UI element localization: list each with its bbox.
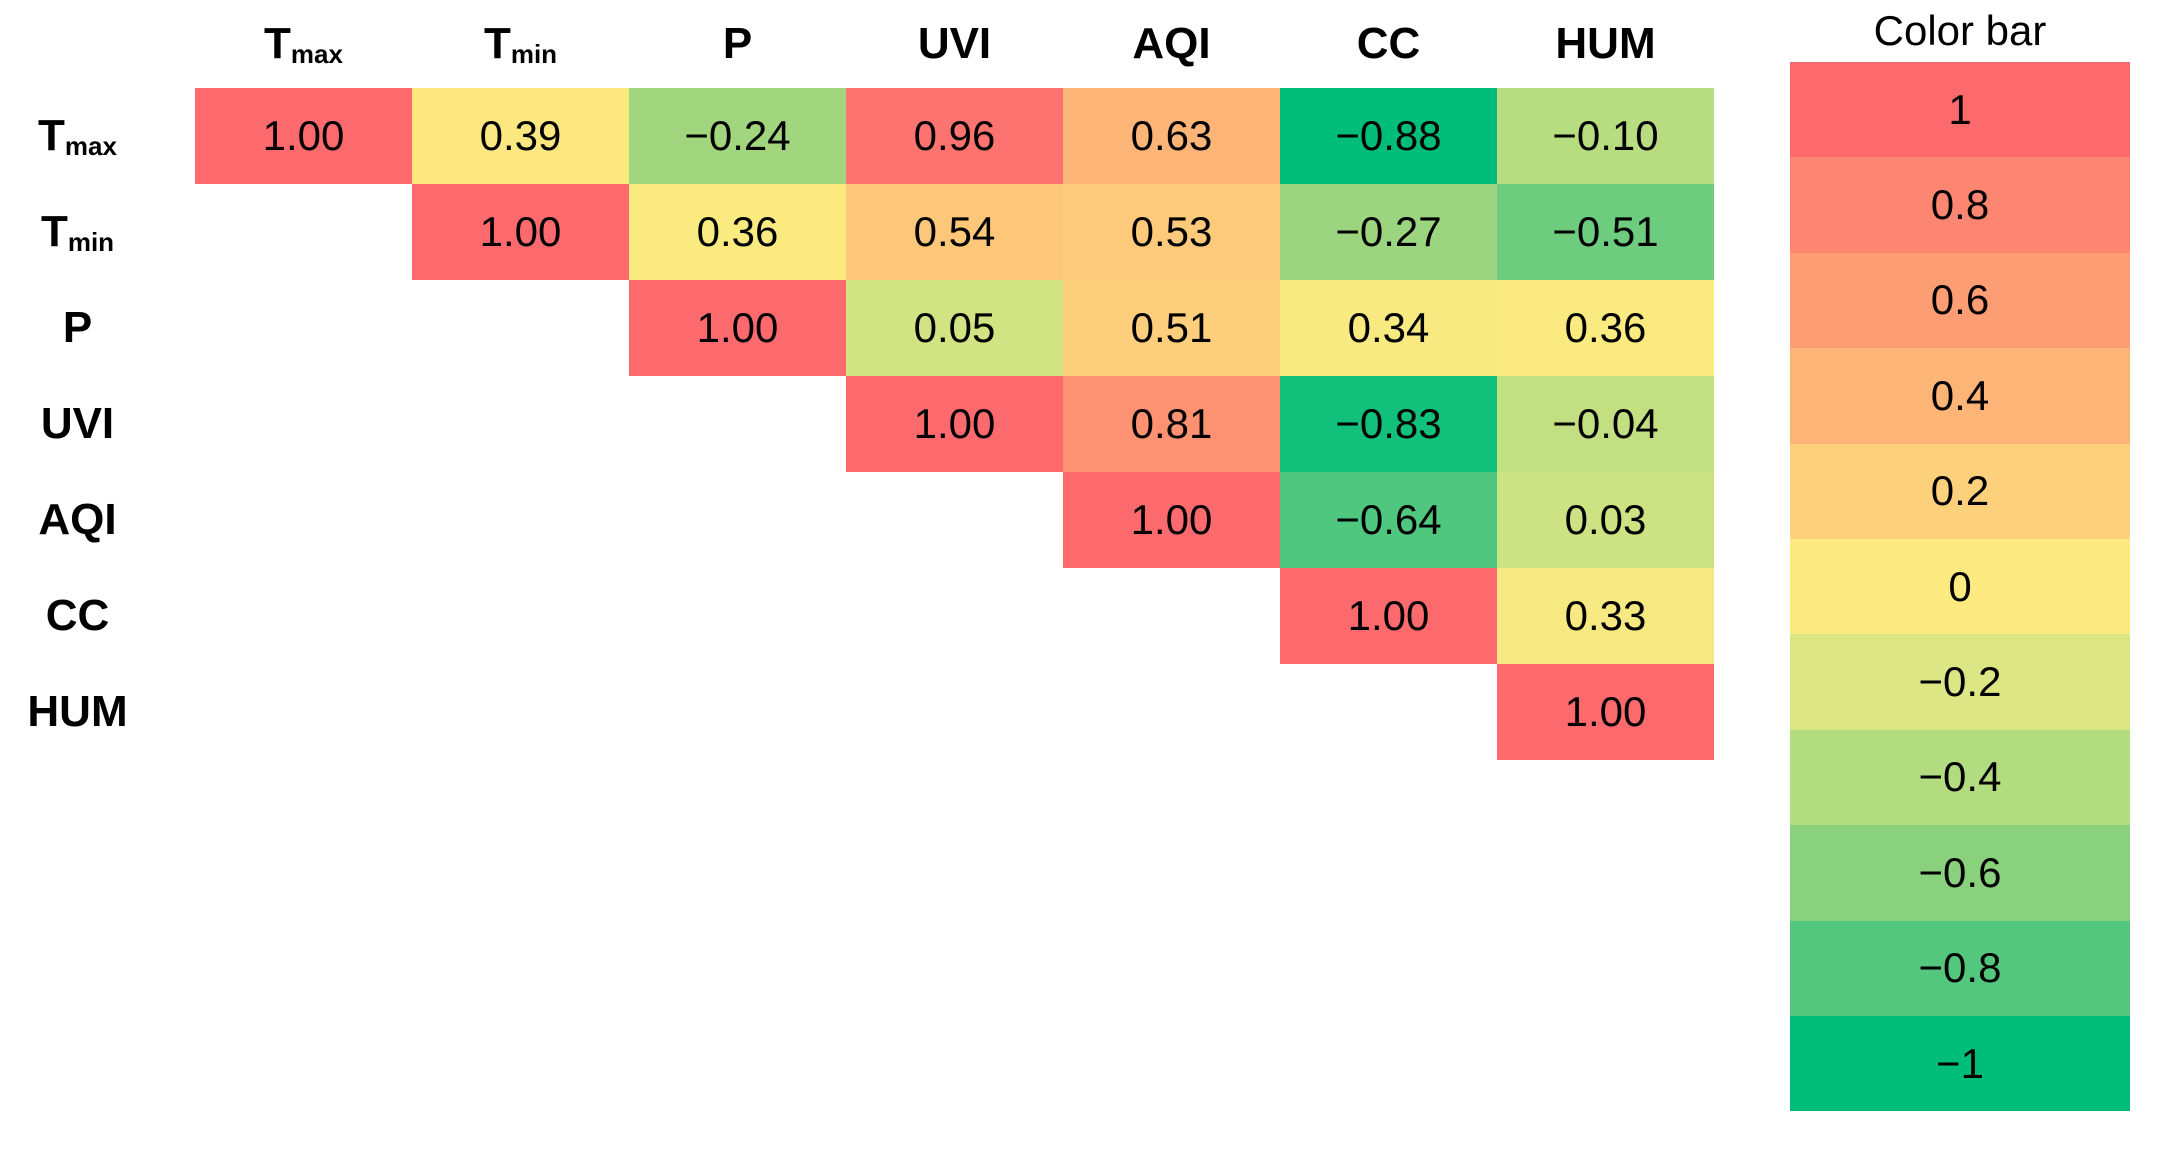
matrix-cell: 0.63: [1063, 88, 1280, 184]
empty-cell: [629, 376, 846, 472]
empty-cell: [195, 280, 412, 376]
matrix-cell: 1.00: [1063, 472, 1280, 568]
colorbar-title: Color bar: [1873, 7, 2047, 54]
empty-cell: [195, 184, 412, 280]
matrix-cell: 0.53: [1063, 184, 1280, 280]
matrix-cell: 0.51: [1063, 280, 1280, 376]
empty-cell: [412, 664, 629, 760]
row-label: CC: [45, 591, 110, 640]
matrix-cell: −0.04: [1497, 376, 1714, 472]
matrix-cell: −0.64: [1280, 472, 1497, 568]
colorbar-segment: −1: [1790, 1015, 2130, 1112]
matrix-cell: 1.00: [412, 184, 629, 280]
colorbar-segment: −0.6: [1790, 825, 2130, 921]
matrix-cell: −0.10: [1497, 88, 1714, 184]
colorbar-segment: 0: [1790, 538, 2130, 635]
column-header: AQI: [1132, 19, 1211, 68]
colorbar: Color bar 1 0.8 0.6 0.4 0.2 0 −0.2 −0.4 −0.6 −0.8…: [1790, 0, 2130, 1112]
colorbar-scale: 1 0.8 0.6 0.4 0.2 0 −0.2 −0.4 −0.6 −0.8 −1: [1790, 62, 2130, 1112]
colorbar-segment: 0.2: [1790, 443, 2130, 539]
matrix-cell: 0.36: [1497, 280, 1714, 376]
matrix-cell: 1.00: [1497, 664, 1714, 760]
matrix-cell: 0.96: [846, 88, 1063, 184]
row-label: AQI: [38, 495, 117, 544]
empty-cell: [1063, 568, 1280, 664]
matrix-cell: 0.33: [1497, 568, 1714, 664]
row-label: P: [62, 303, 93, 352]
corner-spacer: [0, 0, 195, 88]
matrix-cell: 0.36: [629, 184, 846, 280]
colorbar-segment: −0.4: [1790, 729, 2130, 826]
colorbar-segment: 0.8: [1790, 157, 2130, 253]
empty-cell: [846, 568, 1063, 664]
empty-cell: [412, 280, 629, 376]
empty-cell: [195, 376, 412, 472]
empty-cell: [846, 664, 1063, 760]
matrix-cell: −0.88: [1280, 88, 1497, 184]
matrix-cell: −0.27: [1280, 184, 1497, 280]
colorbar-segment: 0.6: [1790, 252, 2130, 349]
empty-cell: [412, 568, 629, 664]
matrix-cell: 1.00: [195, 88, 412, 184]
matrix-cell: 0.54: [846, 184, 1063, 280]
matrix-cell: 0.03: [1497, 472, 1714, 568]
matrix-cell: −0.51: [1497, 184, 1714, 280]
empty-cell: [846, 472, 1063, 568]
matrix-cell: 1.00: [629, 280, 846, 376]
matrix-cell: 0.39: [412, 88, 629, 184]
empty-cell: [629, 472, 846, 568]
column-header: HUM: [1555, 19, 1656, 68]
colorbar-segment: 1: [1790, 62, 2130, 158]
matrix-cell: 0.81: [1063, 376, 1280, 472]
empty-cell: [195, 568, 412, 664]
colorbar-segment: −0.2: [1790, 634, 2130, 730]
colorbar-segment: −0.8: [1790, 920, 2130, 1016]
row-label: UVI: [40, 399, 115, 448]
empty-cell: [412, 472, 629, 568]
empty-cell: [629, 664, 846, 760]
empty-cell: [195, 472, 412, 568]
empty-cell: [412, 376, 629, 472]
column-header: CC: [1356, 19, 1421, 68]
empty-cell: [629, 568, 846, 664]
empty-cell: [1280, 664, 1497, 760]
matrix-cell: 1.00: [1280, 568, 1497, 664]
matrix-cell: −0.83: [1280, 376, 1497, 472]
matrix-cell: 1.00: [846, 376, 1063, 472]
empty-cell: [1063, 664, 1280, 760]
matrix-cell: 0.05: [846, 280, 1063, 376]
matrix-cell: −0.24: [629, 88, 846, 184]
row-label: HUM: [27, 687, 128, 736]
colorbar-segment: 0.4: [1790, 348, 2130, 444]
column-header: UVI: [917, 19, 992, 68]
column-header: P: [722, 19, 753, 68]
empty-cell: [195, 664, 412, 760]
matrix-cell: 0.34: [1280, 280, 1497, 376]
